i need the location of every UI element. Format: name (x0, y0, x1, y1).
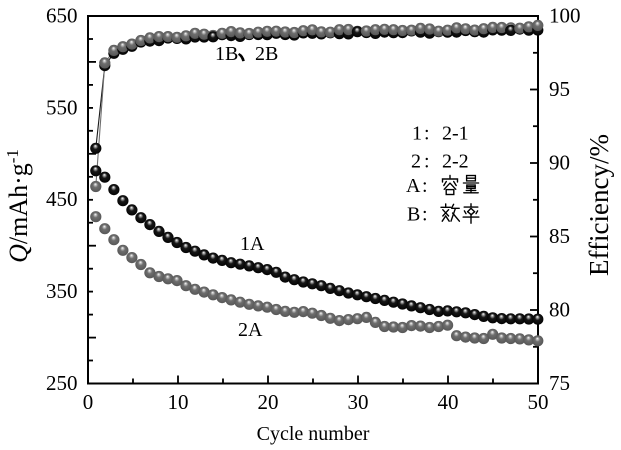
svg-text:50: 50 (528, 390, 549, 414)
svg-text:95: 95 (549, 77, 570, 101)
svg-text:90: 90 (549, 151, 570, 175)
svg-text::: : (424, 123, 430, 145)
svg-text::: : (424, 151, 430, 173)
svg-text:2: 2 (411, 151, 421, 173)
svg-text:650: 650 (46, 4, 78, 28)
svg-text:2A: 2A (238, 319, 263, 341)
svg-text:1B: 1B (215, 43, 238, 65)
svg-text:550: 550 (46, 95, 78, 119)
svg-text:85: 85 (549, 224, 570, 248)
svg-text:0: 0 (83, 390, 94, 414)
svg-text:2B: 2B (255, 43, 278, 65)
svg-text:1: 1 (412, 123, 422, 145)
svg-text:450: 450 (46, 187, 78, 211)
svg-text:1A: 1A (240, 233, 265, 255)
svg-text:30: 30 (348, 390, 369, 414)
svg-text:2-2: 2-2 (442, 151, 469, 173)
svg-text:40: 40 (438, 390, 459, 414)
svg-text:Efficiency/%: Efficiency/% (584, 134, 614, 276)
svg-text:80: 80 (549, 298, 570, 322)
svg-text::: : (422, 175, 428, 197)
svg-text:B: B (407, 204, 420, 226)
svg-text:A: A (406, 175, 421, 197)
svg-text:Cycle number: Cycle number (257, 423, 370, 445)
svg-text:10: 10 (168, 390, 189, 414)
svg-text:Q/mAh·g-1: Q/mAh·g-1 (3, 149, 33, 263)
svg-text:100: 100 (549, 4, 581, 28)
svg-text:250: 250 (46, 371, 78, 395)
svg-text:2-1: 2-1 (442, 123, 469, 145)
svg-text:75: 75 (549, 371, 570, 395)
svg-text::: : (422, 204, 428, 226)
svg-text:350: 350 (46, 279, 78, 303)
svg-text:20: 20 (258, 390, 279, 414)
